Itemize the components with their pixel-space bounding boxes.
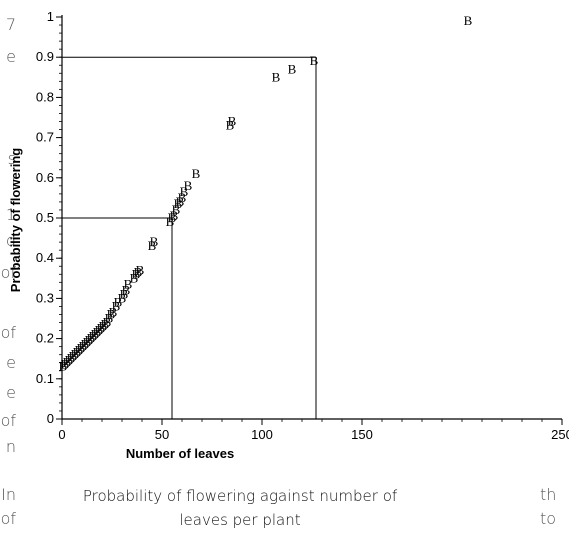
x-tick-label: 150 — [351, 427, 373, 442]
data-point: B — [122, 282, 131, 297]
x-tick-label: 50 — [155, 427, 169, 442]
data-point: B — [97, 321, 106, 336]
data-point: B — [178, 190, 187, 205]
data-point: B — [132, 266, 141, 281]
data-point: B — [79, 339, 88, 354]
figure-caption: Probability of flowering against number … — [82, 487, 398, 529]
data-point: B — [114, 294, 123, 309]
left-margin-fragment: n — [5, 437, 16, 456]
data-point: B — [310, 53, 319, 68]
y-tick-label: 0.3 — [36, 290, 54, 305]
y-tick-label: 0.2 — [36, 331, 54, 346]
data-point: B — [150, 234, 159, 249]
data-point: B — [464, 13, 473, 28]
data-point: B — [63, 355, 72, 370]
left-margin-fragment: of — [0, 263, 16, 282]
left-margin-fragment: e — [6, 383, 16, 402]
right-margin-fragment: to — [540, 509, 557, 528]
data-points: BBBBBBBBBBBBBBBBBBBBBBBBBBBBBBBBBBBBBBBB… — [59, 13, 473, 374]
data-point: B — [168, 210, 177, 225]
data-point: B — [136, 262, 145, 277]
data-point: B — [176, 194, 185, 209]
x-axis-title: Number of leaves — [126, 446, 234, 461]
data-point: B — [99, 319, 108, 334]
data-point: B — [180, 184, 189, 199]
right-margin-fragment: th — [540, 485, 557, 504]
y-tick-label: 1 — [47, 9, 54, 24]
data-point: B — [272, 69, 281, 84]
left-margin-fragment: of — [0, 323, 16, 342]
data-point: B — [120, 286, 129, 301]
data-point: B — [148, 238, 157, 253]
data-point: B — [67, 351, 76, 366]
left-margin-fragment: e — [6, 353, 16, 372]
reference-lines — [62, 56, 317, 419]
data-point: B — [71, 347, 80, 362]
data-point: B — [81, 337, 90, 352]
left-margin-fragment: 1 — [5, 205, 16, 224]
left-margin-fragment: d — [5, 231, 16, 250]
left-margin-fragment: In — [1, 485, 16, 504]
data-point: B — [107, 306, 116, 321]
y-tick-label: 0 — [47, 411, 54, 426]
data-point: B — [103, 315, 112, 330]
left-margin-fragment: e — [6, 47, 16, 66]
data-point: B — [228, 114, 237, 129]
data-point: B — [109, 304, 118, 319]
data-point: B — [174, 196, 183, 211]
data-point: B — [77, 341, 86, 356]
y-tick-label: 0.1 — [36, 371, 54, 386]
y-axis-title: Probability of flowering — [8, 148, 23, 293]
left-margin-fragment: of — [0, 509, 16, 528]
data-point: B — [134, 264, 143, 279]
data-point: B — [170, 208, 179, 223]
y-tick-label: 0.9 — [36, 49, 54, 64]
data-point: B — [75, 343, 84, 358]
data-point: B — [87, 331, 96, 346]
y-tick-label: 0.5 — [36, 210, 54, 225]
y-tick-label: 0.8 — [36, 89, 54, 104]
left-margin-fragment: l — [11, 175, 16, 194]
x-axis: 0 50 100 150 250 — [58, 418, 569, 442]
data-point: B — [83, 335, 92, 350]
data-point: B — [112, 298, 121, 313]
data-point: B — [226, 118, 235, 133]
y-tick-label: 0.6 — [36, 170, 54, 185]
data-point: B — [172, 202, 181, 217]
left-margin-fragment: of — [0, 411, 16, 430]
data-point: B — [69, 349, 78, 364]
data-point: B — [101, 317, 110, 332]
data-point: B — [288, 61, 297, 76]
data-point: B — [65, 353, 74, 368]
left-margin-fragment: 7 — [5, 15, 16, 34]
data-point: B — [93, 325, 102, 340]
data-point: B — [91, 327, 100, 342]
data-point: B — [105, 311, 114, 326]
x-tick-label: 0 — [58, 427, 65, 442]
data-point: B — [184, 178, 193, 193]
left-margin-fragment: s — [7, 149, 16, 168]
y-tick-label: 0.4 — [36, 250, 54, 265]
data-point: B — [61, 357, 70, 372]
data-point: B — [73, 345, 82, 360]
data-point: B — [124, 276, 133, 291]
y-axis: 0 0.1 0.2 0.3 0.4 0.5 0.6 0.7 0.8 0.9 1 — [36, 9, 63, 426]
data-point: B — [89, 329, 98, 344]
flowering-probability-chart: 0 0.1 0.2 0.3 0.4 0.5 0.6 0.7 0.8 0.9 1 0 50 100 150 2… — [8, 9, 569, 461]
data-point: B — [130, 270, 139, 285]
data-point: B — [166, 214, 175, 229]
data-point: B — [85, 333, 94, 348]
data-point: B — [95, 323, 104, 338]
data-point: B — [118, 290, 127, 305]
x-tick-label: 100 — [251, 427, 273, 442]
data-point: B — [192, 166, 201, 181]
y-tick-label: 0.7 — [36, 130, 54, 145]
data-point: B — [59, 359, 68, 374]
x-tick-label: 250 — [551, 427, 569, 442]
